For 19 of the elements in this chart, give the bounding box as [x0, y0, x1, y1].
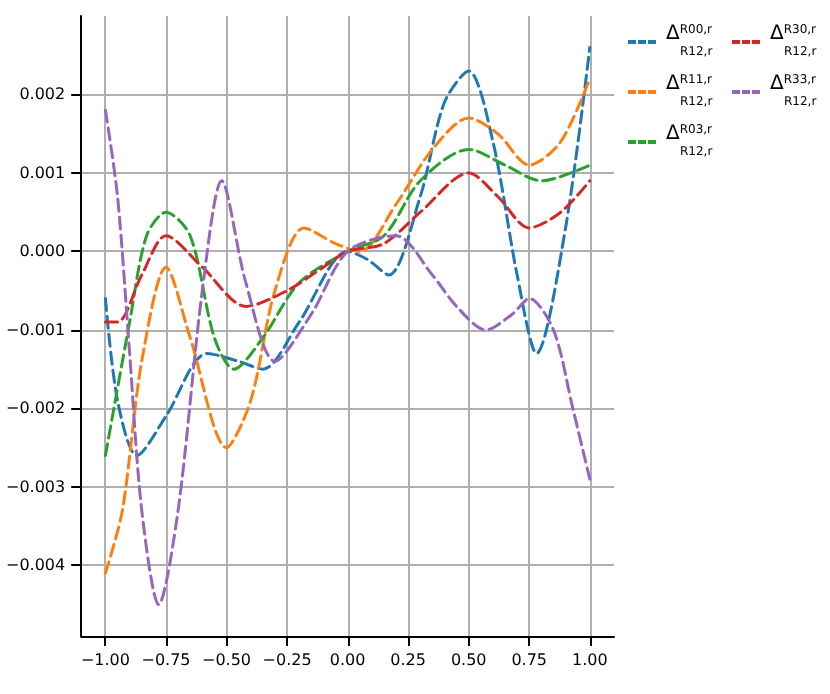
x-tick-label: 0.00 — [329, 651, 366, 669]
x-tick-label: −0.75 — [141, 651, 191, 669]
line-series — [103, 45, 592, 457]
y-tick-label: −0.004 — [5, 556, 66, 575]
x-tick-label: 1.00 — [571, 651, 608, 669]
x-tick-label: −0.25 — [262, 651, 312, 669]
y-tick-label: −0.001 — [5, 320, 66, 339]
x-tick-label: −1.00 — [80, 651, 130, 669]
x-tick-label: −0.50 — [202, 651, 252, 669]
x-tick-label: 0.25 — [390, 651, 426, 669]
y-tick-label: 0.002 — [19, 85, 66, 104]
y-tick-label: −0.003 — [5, 477, 66, 496]
y-tick-label: −0.002 — [5, 399, 66, 418]
x-tick-label: 0.50 — [450, 651, 487, 669]
y-tick-label: 0.000 — [19, 242, 66, 261]
y-tick-label: 0.001 — [19, 163, 66, 182]
line-series — [103, 147, 592, 457]
line-series — [103, 171, 592, 324]
x-tick-label: 0.75 — [511, 651, 548, 669]
